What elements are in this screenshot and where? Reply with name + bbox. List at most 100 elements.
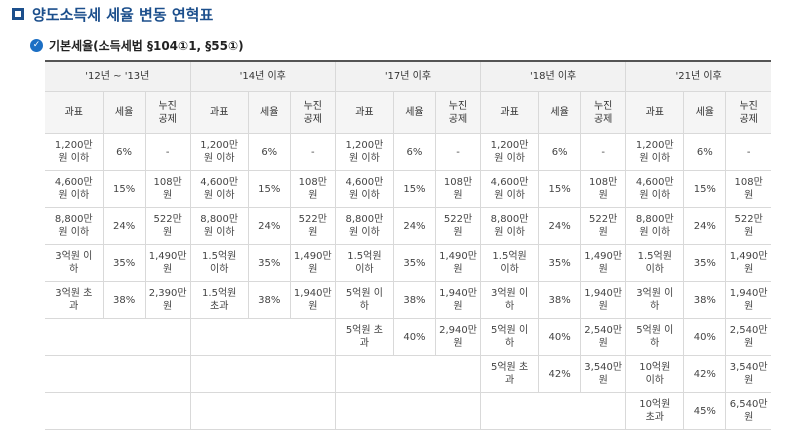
empty-cell — [334, 355, 481, 393]
page-title: 양도소득세 세율 변동 연혁표 — [32, 5, 214, 24]
tax-rate-cell: 6% — [102, 133, 146, 171]
tax-base-cell: 1,200만 원 이하 — [480, 133, 539, 171]
tax-rate-header: 세율 — [102, 91, 146, 134]
deduction-cell: 1,940만 원 — [580, 281, 626, 319]
tax-rate-cell: 15% — [538, 170, 581, 208]
tax-base-header: 과표 — [45, 91, 104, 134]
tax-rate-cell: 6% — [538, 133, 581, 171]
column-header-row: 과표 세율 누진 공제 과표 세율 누진 공제 과표 세율 누진 공제 과표 세율 누진 공제 과표 세율 누진 공제 — [45, 91, 771, 134]
deduction-cell: 1,490만 원 — [289, 244, 336, 282]
tax-rate-table: '12년 ~ '13년 '14년 이후 '17년 이후 '18년 이후 '21년 이후 … — [45, 60, 771, 430]
empty-cell — [189, 392, 336, 430]
tax-rate-table-body: 1,200만 원 이하 6% -1,200만 원 이하 6% -1,200만 원 이하 6% -1… — [45, 133, 771, 430]
tax-rate-cell: 38% — [102, 281, 146, 319]
tax-rate-cell: 24% — [538, 207, 581, 245]
tax-base-cell: 1,200만 원 이하 — [189, 133, 249, 171]
tax-base-cell: 4,600만 원 이하 — [480, 170, 539, 208]
deduction-cell: - — [725, 133, 771, 171]
tax-base-cell: 4,600만 원 이하 — [45, 170, 104, 208]
check-circle-icon: ✓ — [30, 38, 43, 52]
deduction-cell: 2,540만 원 — [725, 318, 771, 356]
period-header-row: '12년 ~ '13년 '14년 이후 '17년 이후 '18년 이후 '21년 이후 — [45, 60, 771, 92]
table-row: 4,600만 원 이하 15% 108만 원 4,600만 원 이하 15% 108만 원 4,60… — [45, 170, 771, 208]
deduction-cell: 1,490만 원 — [580, 244, 626, 282]
deduction-cell: 108만 원 — [725, 170, 771, 208]
tax-rate-cell: 35% — [247, 244, 291, 282]
deduction-cell: - — [580, 133, 626, 171]
tax-rate-cell: 42% — [538, 355, 581, 393]
empty-cell — [334, 392, 481, 430]
deduction-cell: 522만 원 — [289, 207, 336, 245]
deduction-cell: 1,490만 원 — [434, 244, 481, 282]
tax-rate-cell: 38% — [392, 281, 436, 319]
tax-rate-header: 세율 — [683, 91, 726, 134]
deduction-cell: 522만 원 — [725, 207, 771, 245]
period-header: '21년 이후 — [625, 60, 771, 92]
empty-cell — [45, 355, 191, 393]
deduction-header: 누진 공제 — [289, 91, 336, 134]
tax-base-cell: 8,800만 원 이하 — [625, 207, 684, 245]
tax-base-header: 과표 — [334, 91, 394, 134]
tax-base-cell: 1.5억원 이하 — [334, 244, 394, 282]
tax-rate-cell: 45% — [683, 392, 726, 430]
deduction-cell: 2,940만 원 — [434, 318, 481, 356]
tax-rate-cell: 24% — [102, 207, 146, 245]
tax-rate-cell: 38% — [683, 281, 726, 319]
empty-cell — [45, 392, 191, 430]
tax-base-cell: 8,800만 원 이하 — [189, 207, 249, 245]
empty-cell — [480, 392, 626, 430]
tax-rate-cell: 35% — [683, 244, 726, 282]
table-row: 10억원 초과 45% 6,540만 원 — [45, 392, 771, 430]
tax-base-cell: 4,600만 원 이하 — [334, 170, 394, 208]
deduction-cell: 2,390만 원 — [144, 281, 191, 319]
tax-rate-cell: 6% — [247, 133, 291, 171]
deduction-cell: - — [289, 133, 336, 171]
tax-rate-cell: 6% — [392, 133, 436, 171]
tax-base-cell: 1,200만 원 이하 — [45, 133, 104, 171]
deduction-cell: 1,940만 원 — [434, 281, 481, 319]
tax-rate-cell: 42% — [683, 355, 726, 393]
tax-base-header: 과표 — [480, 91, 539, 134]
tax-base-cell: 4,600만 원 이하 — [189, 170, 249, 208]
deduction-cell: 6,540만 원 — [725, 392, 771, 430]
tax-rate-cell: 38% — [538, 281, 581, 319]
tax-base-header: 과표 — [189, 91, 249, 134]
tax-rate-cell: 15% — [247, 170, 291, 208]
table-row: 3억원 이 하 35% 1,490만 원 1.5억원 이하 35% 1,490만 원 1.5억원 이하… — [45, 244, 771, 282]
tax-rate-cell: 40% — [392, 318, 436, 356]
period-header: '18년 이후 — [480, 60, 626, 92]
deduction-cell: 1,490만 원 — [725, 244, 771, 282]
tax-rate-cell: 40% — [683, 318, 726, 356]
tax-rate-cell: 24% — [392, 207, 436, 245]
deduction-cell: 108만 원 — [580, 170, 626, 208]
tax-base-cell: 8,800만 원 이하 — [45, 207, 104, 245]
tax-base-cell: 1.5억원 이하 — [480, 244, 539, 282]
tax-base-cell: 8,800만 원 이하 — [334, 207, 394, 245]
tax-base-cell: 1.5억원 초과 — [189, 281, 249, 319]
section-subtitle: 기본세율(소득세법 §104①1, §55①) — [49, 38, 244, 53]
tax-base-cell: 1,200만 원 이하 — [625, 133, 684, 171]
deduction-cell: 522만 원 — [144, 207, 191, 245]
empty-cell — [45, 318, 191, 356]
tax-rate-header: 세율 — [538, 91, 581, 134]
tax-base-cell: 1.5억원 이하 — [625, 244, 684, 282]
tax-base-cell: 1.5억원 이하 — [189, 244, 249, 282]
deduction-cell: - — [144, 133, 191, 171]
deduction-cell: - — [434, 133, 481, 171]
deduction-header: 누진 공제 — [580, 91, 626, 134]
deduction-cell: 2,540만 원 — [580, 318, 626, 356]
deduction-cell: 108만 원 — [144, 170, 191, 208]
tax-base-cell: 1,200만 원 이하 — [334, 133, 394, 171]
table-row: 5억원 초 과 40% 2,940만 원 5억원 이 하 40% 2,540만 원 5억원 이 하 40… — [45, 318, 771, 356]
tax-rate-header: 세율 — [392, 91, 436, 134]
deduction-header: 누진 공제 — [725, 91, 771, 134]
